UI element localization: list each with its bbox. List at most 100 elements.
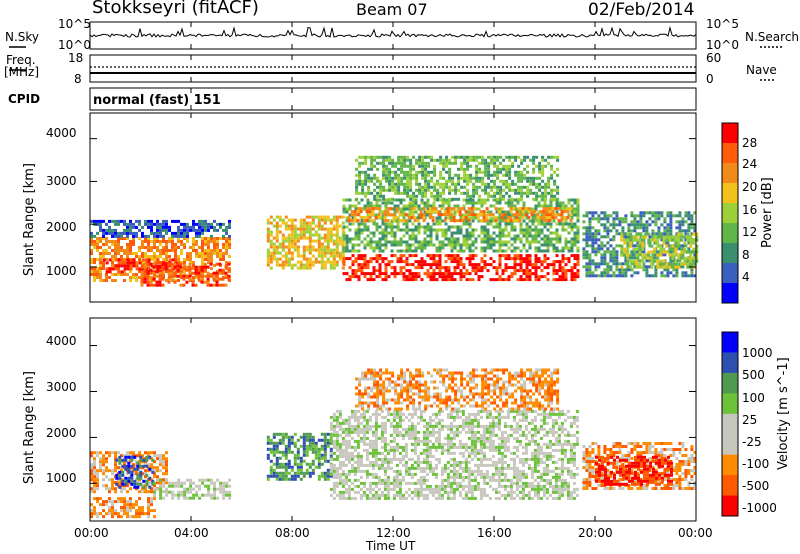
power-cell [117, 219, 120, 223]
power-cell [351, 246, 355, 250]
power-cell [338, 224, 342, 228]
power-cell [272, 257, 276, 261]
power-cell [402, 234, 406, 238]
power-cell [690, 220, 694, 224]
power-cell [351, 260, 355, 264]
power-cell [621, 220, 625, 224]
power-cell [405, 222, 409, 226]
power-cell [638, 250, 642, 254]
velocity-cell [317, 456, 321, 460]
power-cell [564, 278, 568, 282]
power-cell [653, 247, 657, 251]
power-cell [341, 221, 345, 225]
power-cell [129, 249, 132, 252]
power-cell [557, 219, 561, 223]
velocity-cell [159, 481, 162, 485]
power-cell [451, 161, 455, 165]
power-cell [206, 283, 210, 287]
power-cell [426, 240, 430, 244]
power-cell [478, 161, 482, 165]
power-cell [453, 204, 457, 208]
power-cell [360, 254, 364, 258]
power-cell [342, 207, 346, 211]
velocity-cell [332, 496, 336, 500]
power-cell [411, 243, 415, 247]
power-cell [544, 194, 548, 198]
power-cell [480, 240, 484, 244]
power-cell [609, 274, 613, 278]
power-cell [156, 267, 160, 271]
power-cell [455, 219, 459, 223]
power-cell [413, 219, 417, 223]
power-cell [665, 262, 669, 266]
power-cell [345, 216, 349, 220]
power-cell [548, 210, 552, 214]
power-cell [692, 262, 696, 266]
power-cell [531, 240, 535, 244]
power-cell [502, 194, 506, 198]
power-cell [153, 252, 156, 255]
power-cell [354, 257, 358, 261]
power-cell [302, 266, 306, 270]
power-cell [489, 240, 493, 244]
velocity-cell [127, 455, 131, 459]
power-cell [377, 213, 381, 217]
power-cell [302, 245, 306, 249]
velocity-cell [153, 475, 156, 479]
power-cell [158, 283, 162, 287]
velocity-cell [275, 432, 279, 436]
power-cell [477, 207, 481, 211]
power-cell [555, 269, 559, 273]
power-cell [656, 244, 660, 248]
power-cell [90, 231, 93, 235]
power-cell [463, 185, 467, 189]
power-cell [662, 259, 666, 263]
velocity-cell [287, 450, 291, 454]
power-cell [534, 216, 538, 220]
velocity-cell [141, 509, 144, 513]
power-cell [399, 228, 403, 232]
power-cell [684, 274, 688, 278]
velocity-cell [105, 466, 108, 470]
power-cell [687, 274, 691, 278]
power-cell [465, 269, 469, 273]
power-cell [663, 232, 667, 236]
power-cell [192, 240, 195, 243]
power-cell [526, 170, 530, 174]
power-cell [585, 229, 589, 233]
power-cell [382, 176, 386, 180]
power-cell [459, 246, 463, 250]
power-cell [314, 248, 318, 252]
power-cell [432, 243, 436, 247]
power-cell [493, 182, 497, 186]
power-cell [502, 164, 506, 168]
power-cell [144, 219, 147, 223]
power-cell [378, 275, 382, 279]
power-cell [541, 164, 545, 168]
power-cell [228, 222, 231, 226]
power-cell [206, 271, 210, 275]
power-cell [600, 217, 604, 221]
velocity-cell [127, 461, 131, 465]
power-cell [417, 246, 421, 250]
power-cell [648, 244, 652, 248]
power-cell [514, 188, 518, 192]
power-cell [518, 219, 522, 223]
power-cell [615, 211, 619, 215]
power-cell [479, 210, 483, 214]
velocity-cell [90, 509, 93, 513]
power-cell [275, 257, 279, 261]
power-cell [396, 240, 400, 244]
power-cell [570, 254, 574, 258]
velocity-cell [350, 409, 354, 413]
velocity-cell [347, 490, 351, 494]
power-cell [141, 261, 144, 264]
velocity-cell [308, 447, 312, 451]
power-cell [636, 271, 640, 275]
power-cell [364, 158, 368, 162]
power-cell [642, 262, 646, 266]
power-cell [423, 260, 427, 264]
power-cell [381, 237, 385, 241]
power-cell [539, 216, 543, 220]
power-cell [419, 216, 423, 220]
